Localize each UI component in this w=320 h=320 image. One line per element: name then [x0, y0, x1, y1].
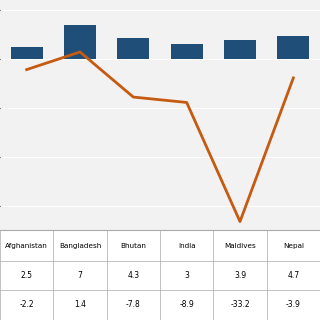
- Text: 4.7: 4.7: [287, 271, 300, 280]
- Text: 2.5: 2.5: [21, 271, 33, 280]
- Text: Bangladesh: Bangladesh: [59, 243, 101, 249]
- Text: 1.4: 1.4: [74, 300, 86, 309]
- Bar: [64, 25, 96, 59]
- Text: Nepal: Nepal: [283, 243, 304, 249]
- Bar: [277, 36, 309, 59]
- Text: -8.9: -8.9: [179, 300, 194, 309]
- Text: -2.2: -2.2: [19, 300, 34, 309]
- Text: -7.8: -7.8: [126, 300, 141, 309]
- Text: -33.2: -33.2: [230, 300, 250, 309]
- Text: Maldives: Maldives: [224, 243, 256, 249]
- Text: 3.9: 3.9: [234, 271, 246, 280]
- Text: Bhutan: Bhutan: [120, 243, 146, 249]
- Text: -3.9: -3.9: [286, 300, 301, 309]
- Text: 4.3: 4.3: [127, 271, 140, 280]
- Bar: [11, 47, 43, 59]
- Text: 7: 7: [77, 271, 83, 280]
- Bar: [117, 38, 149, 59]
- Bar: [224, 40, 256, 59]
- Text: India: India: [178, 243, 196, 249]
- Text: Afghanistan: Afghanistan: [5, 243, 48, 249]
- Bar: [171, 44, 203, 59]
- Text: 3: 3: [184, 271, 189, 280]
